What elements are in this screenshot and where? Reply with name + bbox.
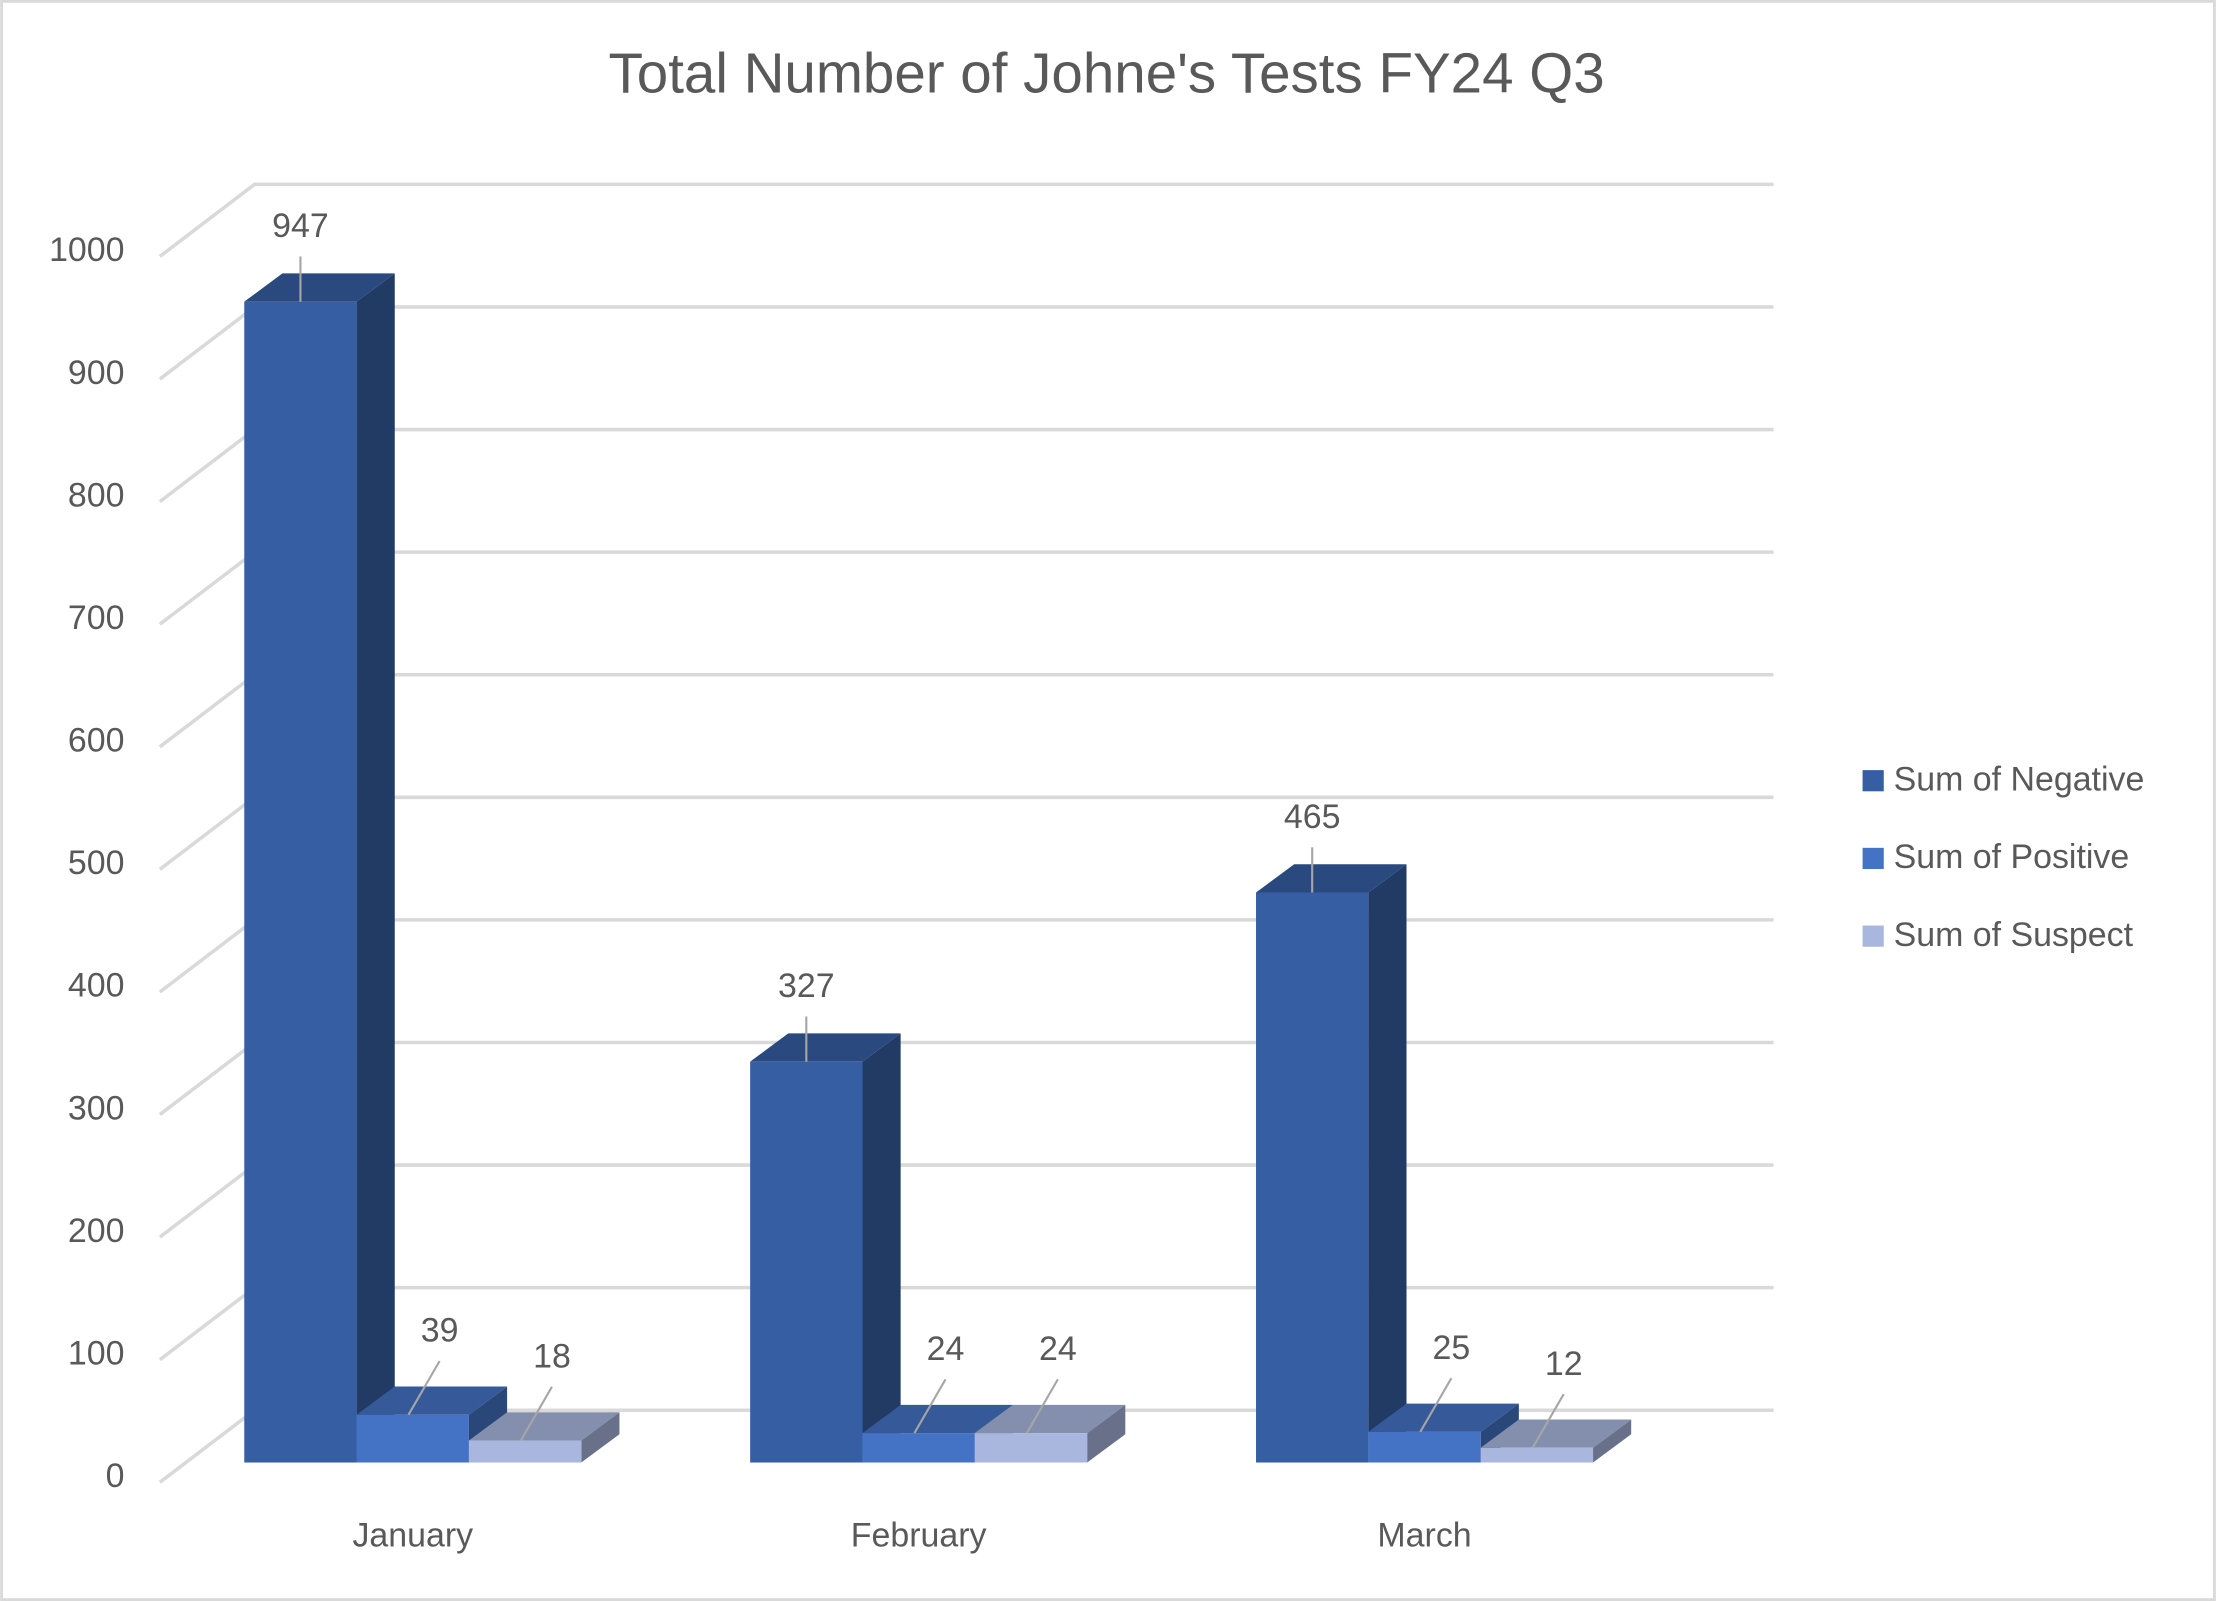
bar	[750, 1061, 863, 1463]
leader-line	[519, 1386, 553, 1441]
grid-line	[158, 182, 1774, 258]
bar-top	[862, 1404, 1013, 1434]
bar-top	[244, 273, 395, 302]
data-label: 947	[272, 207, 329, 245]
bar-side	[862, 1033, 901, 1463]
data-label: 18	[533, 1337, 571, 1375]
data-label: 24	[1039, 1330, 1077, 1368]
bar	[244, 301, 357, 1463]
legend-swatch	[1862, 770, 1884, 792]
bar-side	[1368, 864, 1407, 1463]
leader-line	[1531, 1393, 1565, 1449]
bar	[1480, 1447, 1594, 1463]
y-tick-label: 900	[68, 354, 125, 392]
bar	[356, 1414, 469, 1463]
bar-side	[356, 273, 395, 1463]
bar	[862, 1433, 975, 1463]
bar-top	[468, 1412, 620, 1441]
data-label: 39	[421, 1312, 459, 1350]
y-tick-label: 100	[68, 1334, 125, 1372]
bar-top	[1256, 864, 1407, 893]
x-tick-label: January	[352, 1516, 473, 1554]
legend-swatch	[1862, 847, 1884, 870]
bar-side	[1087, 1404, 1126, 1463]
x-tick-label: February	[851, 1516, 987, 1554]
bar-top	[1480, 1419, 1632, 1448]
data-label: 12	[1545, 1345, 1583, 1383]
x-tick-label: March	[1377, 1516, 1471, 1554]
bar	[1256, 892, 1369, 1463]
y-tick-label: 800	[68, 476, 125, 514]
bar	[468, 1440, 582, 1463]
bar	[1368, 1431, 1481, 1463]
y-tick-label: 700	[68, 599, 125, 637]
leader-line	[1419, 1377, 1453, 1433]
y-tick-label: 1000	[49, 231, 124, 269]
y-tick-label: 0	[106, 1457, 125, 1495]
bar-top	[1368, 1403, 1519, 1432]
bar-top	[750, 1033, 901, 1062]
leader-line	[407, 1360, 441, 1416]
y-tick-label: 500	[68, 844, 125, 882]
data-label: 24	[927, 1330, 965, 1368]
bar-top	[356, 1386, 508, 1415]
leader-line	[1025, 1378, 1059, 1434]
y-tick-label: 200	[68, 1212, 125, 1250]
y-tick-label: 600	[68, 722, 125, 760]
leader-line	[913, 1378, 947, 1434]
data-label: 25	[1433, 1329, 1471, 1367]
y-tick-label: 400	[68, 967, 125, 1005]
bar	[974, 1433, 1088, 1463]
legend-label: Sum of Positive	[1894, 838, 2130, 876]
legend-label: Sum of Negative	[1894, 760, 2145, 798]
data-label: 327	[778, 967, 835, 1005]
chart-title: Total Number of Johne's Tests FY24 Q3	[609, 42, 1605, 105]
bar-top	[974, 1404, 1126, 1434]
bar-side	[1593, 1419, 1632, 1463]
legend-swatch	[1862, 925, 1884, 947]
y-tick-label: 300	[68, 1089, 125, 1127]
data-label: 465	[1284, 798, 1341, 836]
bar-side	[581, 1412, 620, 1463]
legend-label: Sum of Suspect	[1894, 916, 2134, 954]
